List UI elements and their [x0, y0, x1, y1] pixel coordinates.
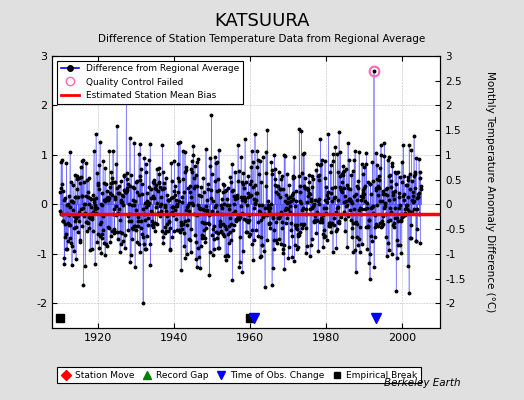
- Y-axis label: Monthly Temperature Anomaly Difference (°C): Monthly Temperature Anomaly Difference (…: [485, 71, 495, 313]
- Text: KATSUURA: KATSUURA: [214, 12, 310, 30]
- Text: Difference of Station Temperature Data from Regional Average: Difference of Station Temperature Data f…: [99, 34, 425, 44]
- Text: Berkeley Earth: Berkeley Earth: [385, 378, 461, 388]
- Legend: Station Move, Record Gap, Time of Obs. Change, Empirical Break: Station Move, Record Gap, Time of Obs. C…: [57, 367, 421, 383]
